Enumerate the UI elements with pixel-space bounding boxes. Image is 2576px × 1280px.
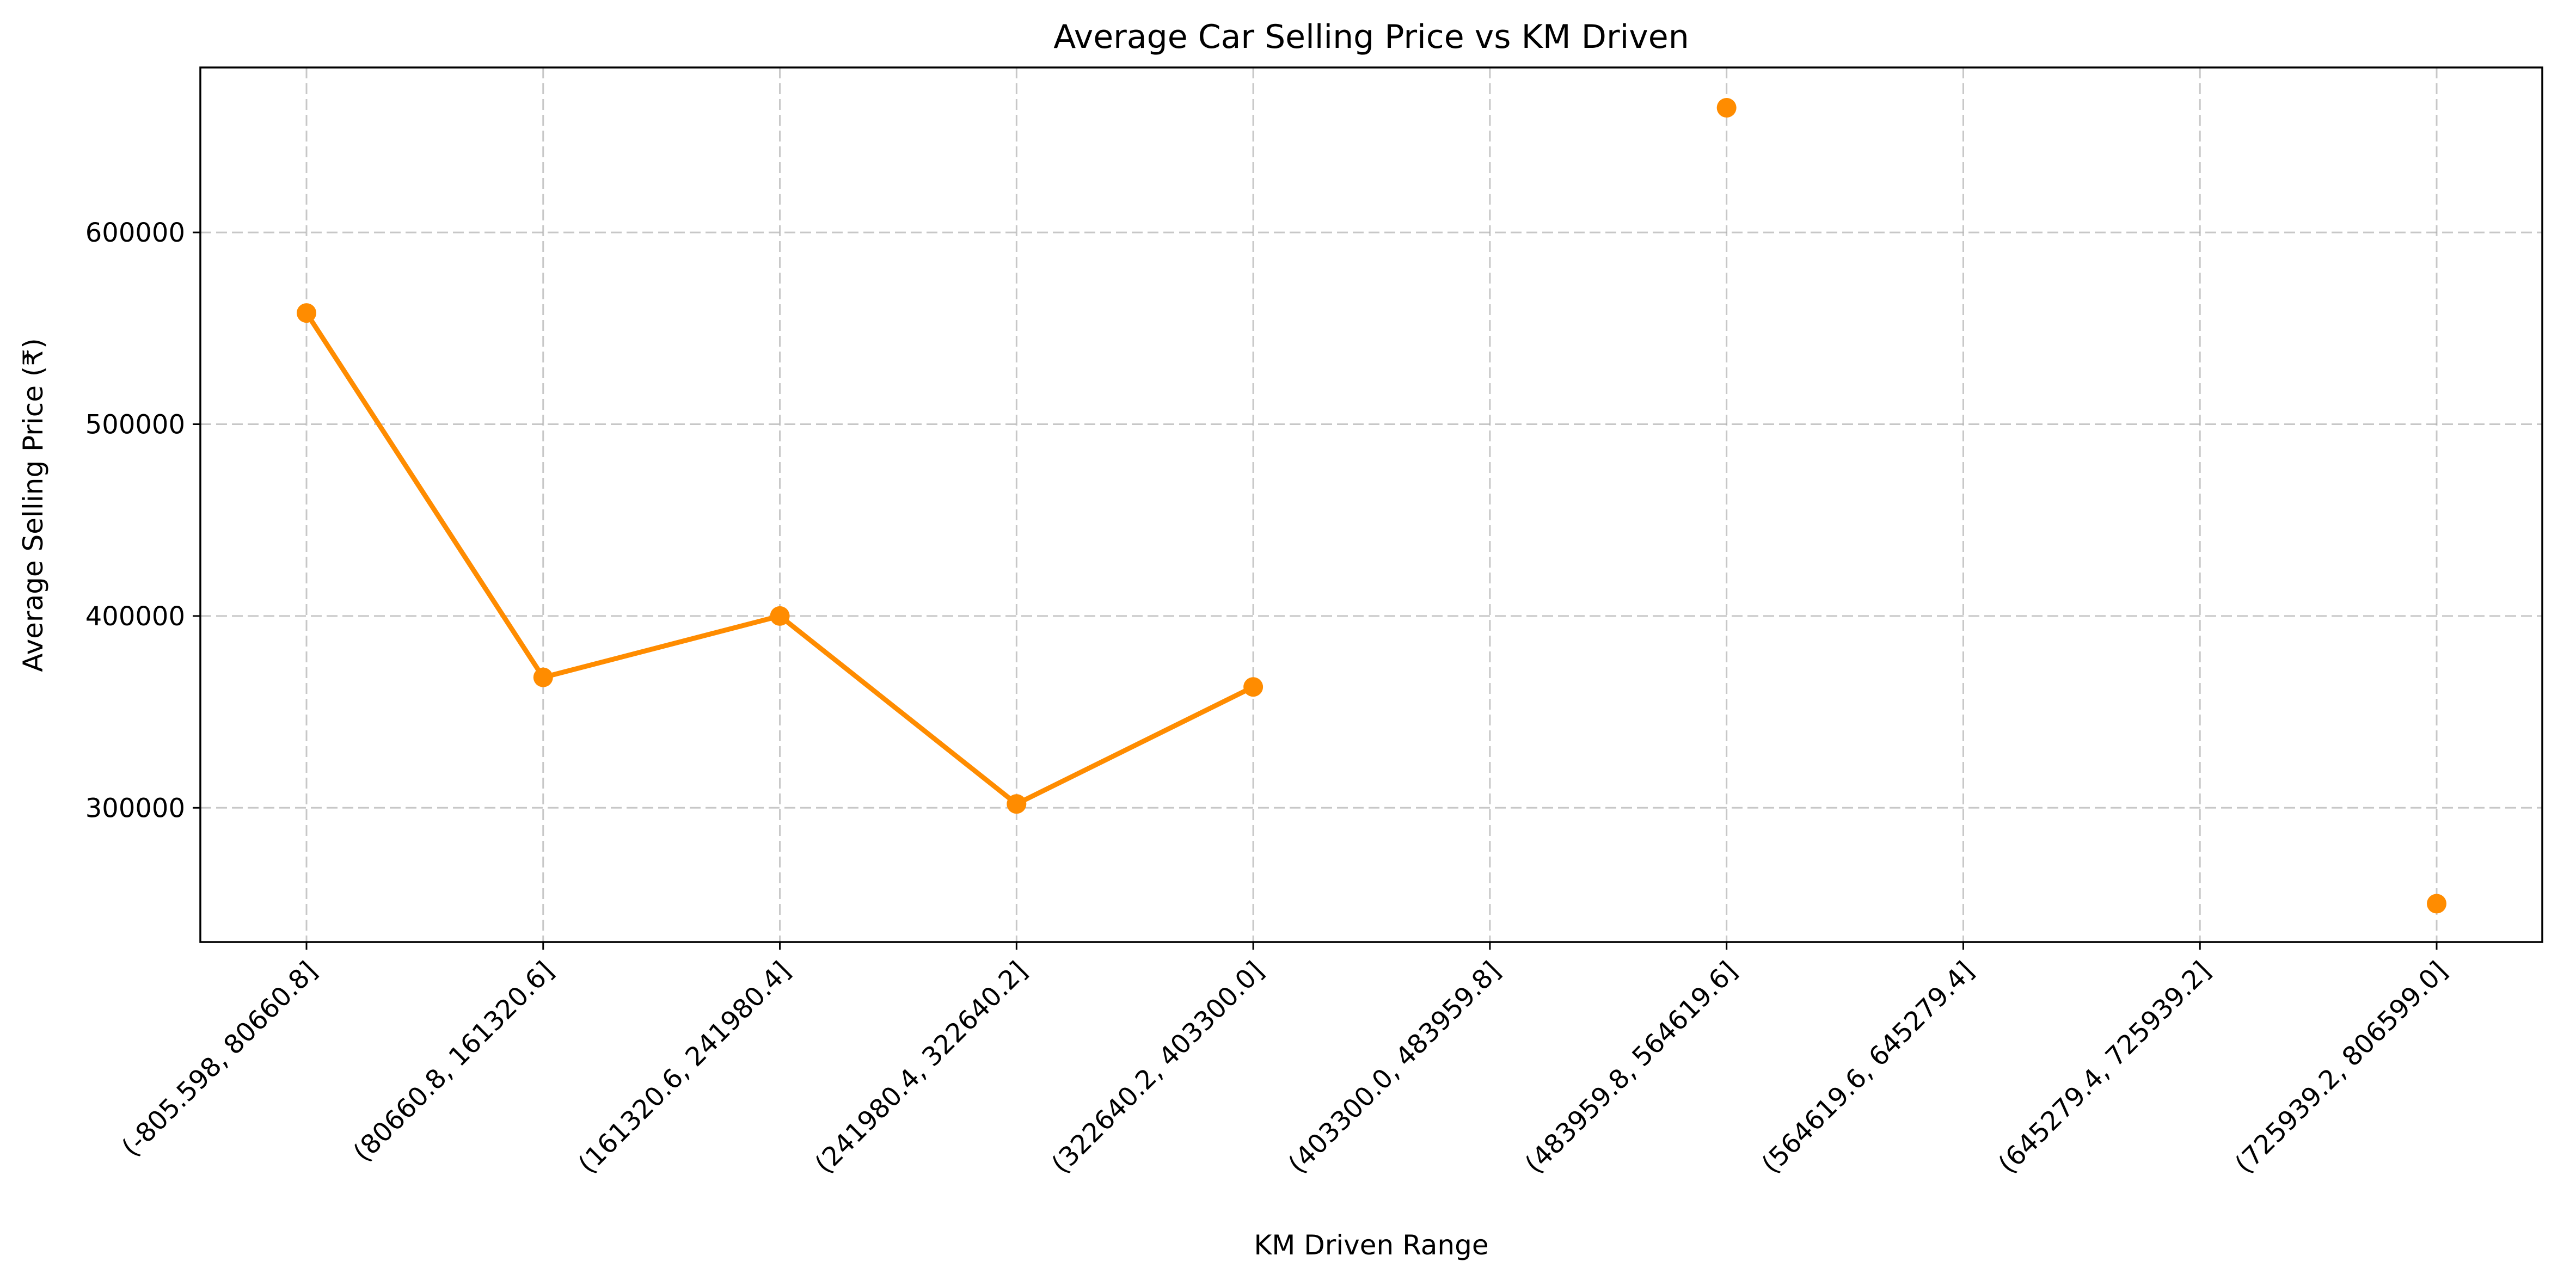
plot-frame [199,66,2543,943]
y-tick-label: 500000 [85,409,185,440]
y-tick-label: 400000 [85,601,185,632]
y-axis-ticks: 300000 400000 500000 600000 [85,218,200,823]
data-point [1243,677,1264,697]
y-tick-label: 600000 [85,218,185,248]
data-point [770,606,790,626]
data-point [533,667,553,687]
chart-title: Average Car Selling Price vs KM Driven [1053,18,1689,56]
data-point [1716,98,1737,118]
y-tick-label: 300000 [85,793,185,823]
data-point [297,303,316,323]
grid [200,67,2542,942]
data-point [1007,794,1027,814]
series [297,98,2446,914]
y-axis-label: Average Selling Price (₹) [17,338,49,672]
data-point [2427,894,2446,914]
x-axis-label: KM Driven Range [1254,1229,1488,1261]
